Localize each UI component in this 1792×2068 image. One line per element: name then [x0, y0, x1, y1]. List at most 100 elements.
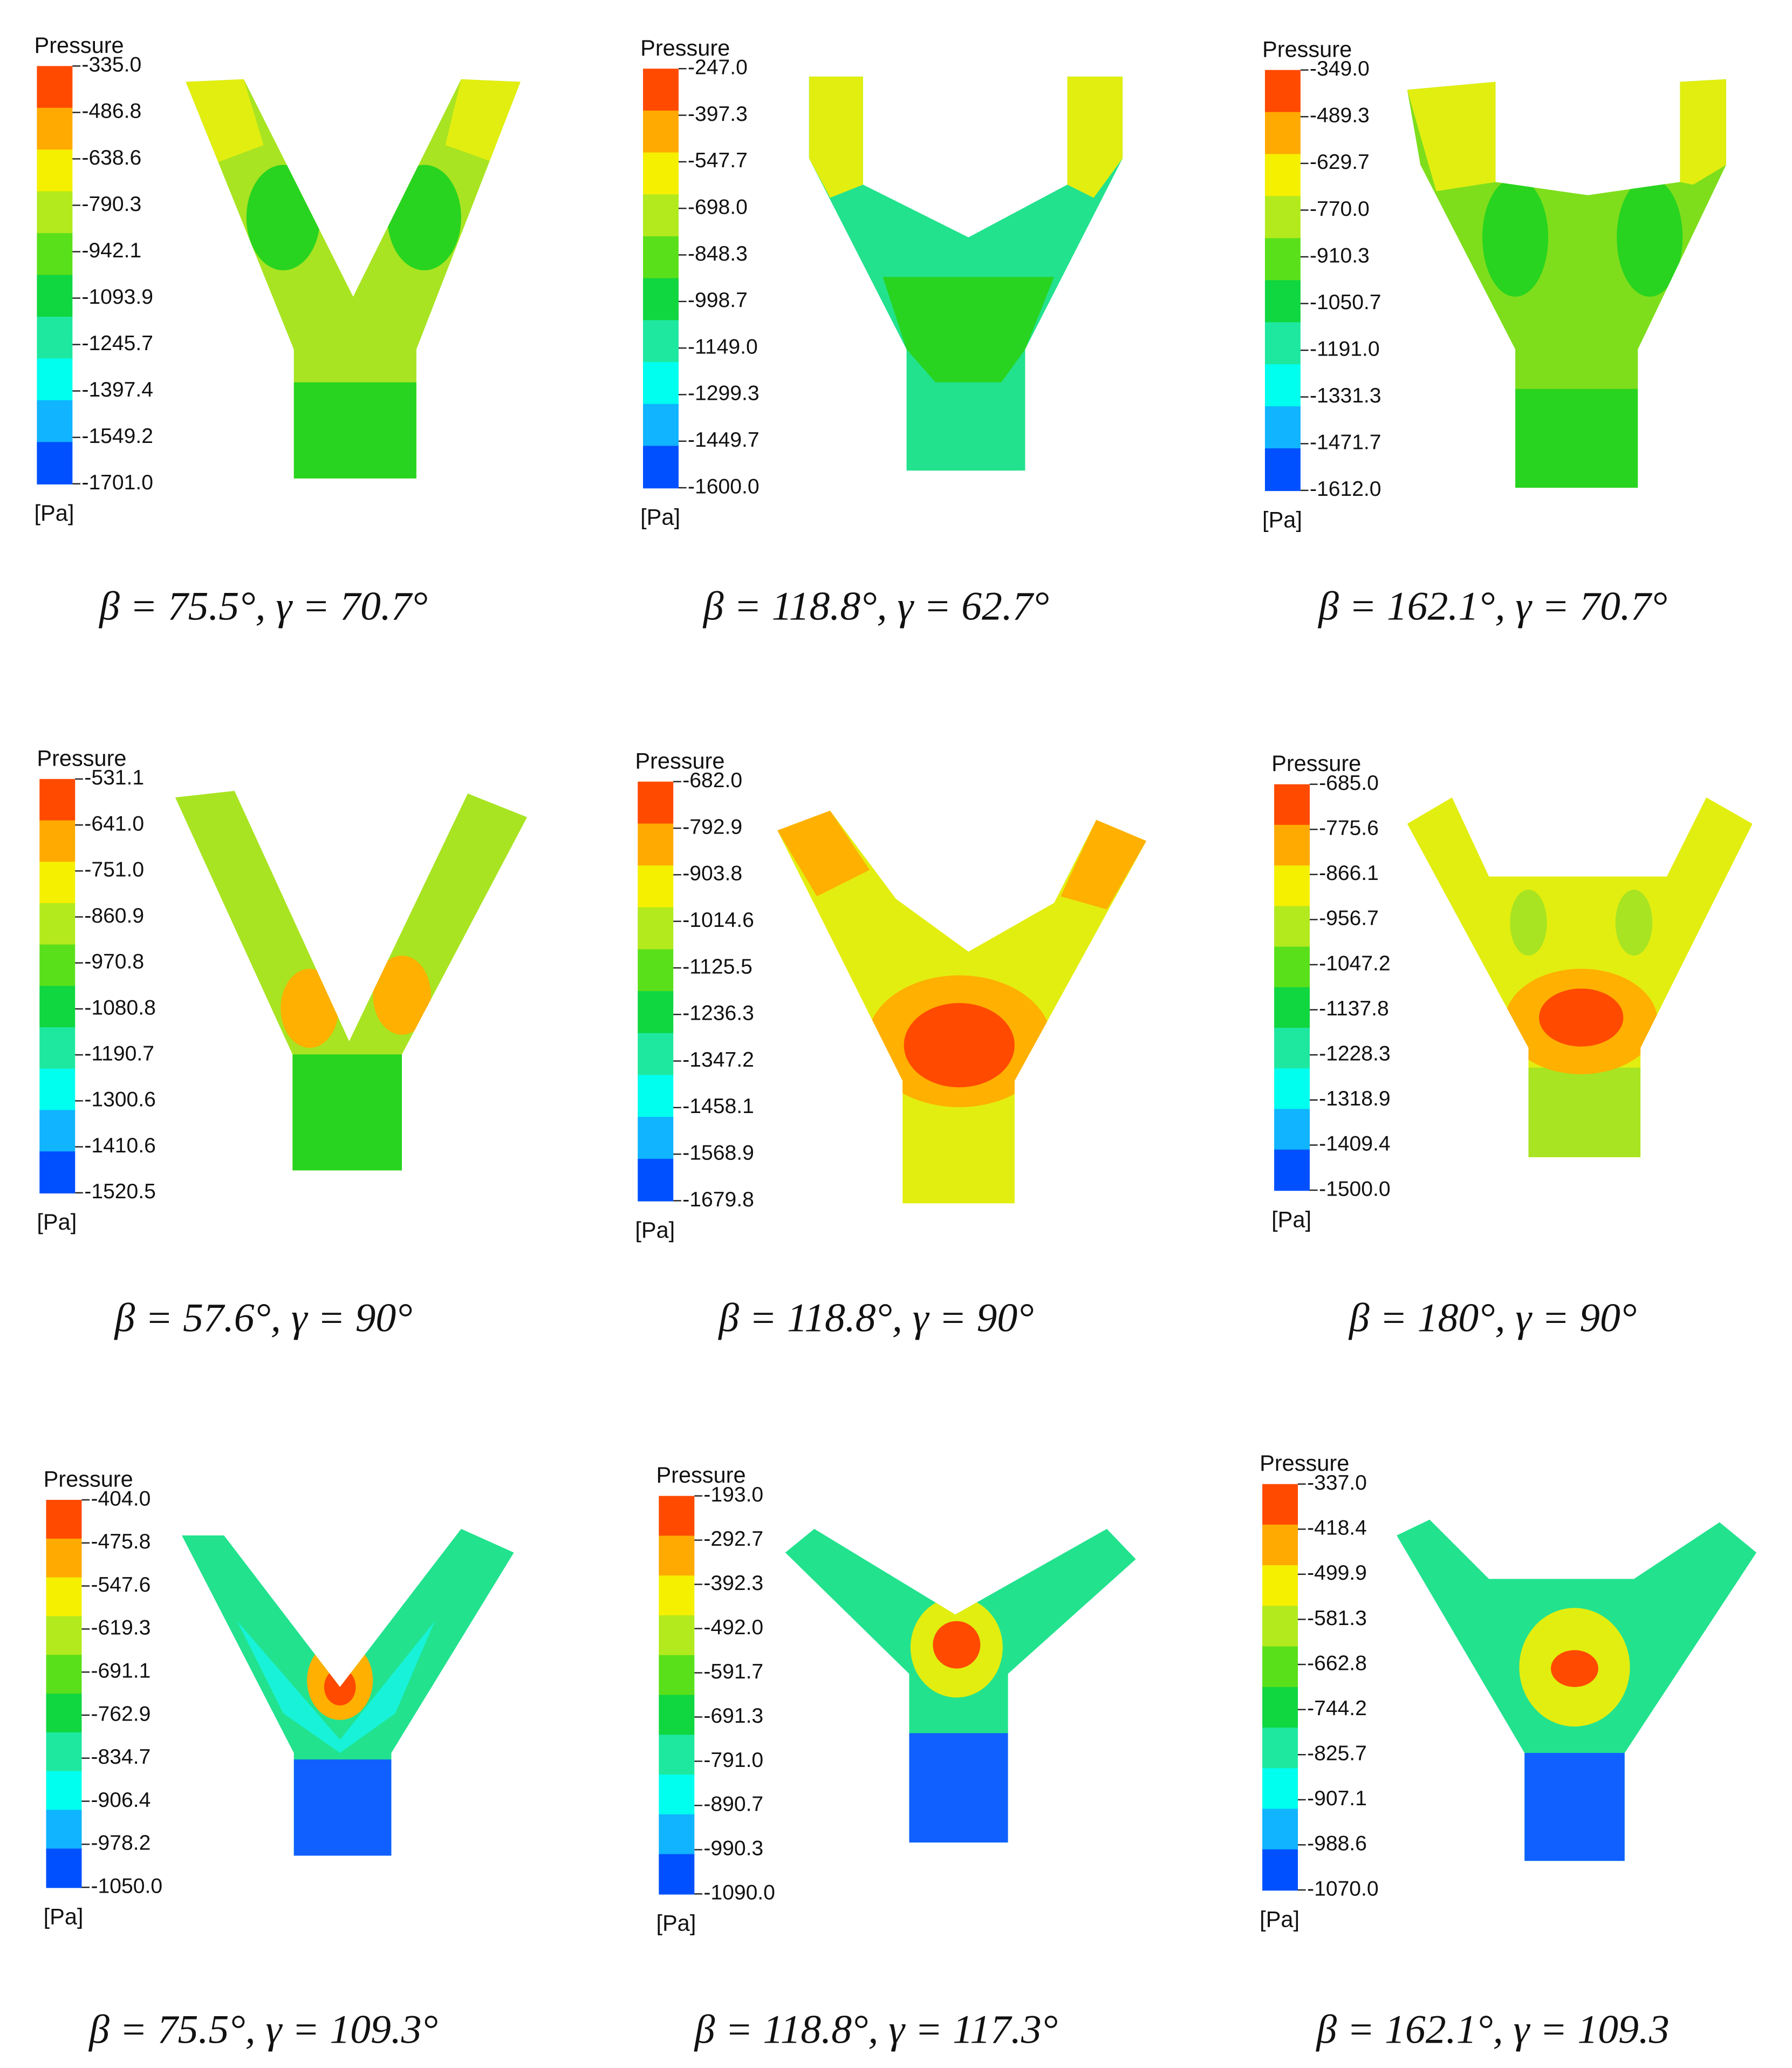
contour-region — [809, 76, 1123, 471]
legend-band — [39, 1027, 76, 1069]
legend-label: -978.2 — [91, 1832, 151, 1855]
contour-group — [1519, 1608, 1630, 1861]
legend-band — [1274, 1028, 1310, 1069]
legend-band — [37, 66, 73, 109]
legend-label: -475.8 — [91, 1530, 151, 1553]
legend-label: -998.7 — [688, 289, 748, 312]
legend-band — [643, 361, 679, 405]
legend-label: -698.0 — [688, 196, 748, 219]
contour-group — [1407, 79, 1726, 488]
legend-label: -1137.8 — [1319, 997, 1389, 1020]
panel: Pressure-404.0 -475.8 -547.6 -619.3 -691.1 -7… — [44, 1466, 514, 2052]
legend-label: -1568.9 — [682, 1142, 754, 1165]
caption: β = 57.6°, γ = 90° — [113, 1295, 412, 1340]
contour-region — [292, 1054, 402, 1171]
legend-label: -193.0 — [703, 1483, 763, 1506]
legend-band — [638, 781, 674, 824]
legend-label: -1228.3 — [1319, 1042, 1391, 1066]
contour-region — [1524, 1752, 1625, 1861]
legend-label: -834.7 — [91, 1745, 151, 1769]
legend-band — [659, 1695, 695, 1736]
legend-band — [1274, 784, 1310, 826]
legend-band — [46, 1655, 82, 1695]
legend-label: -990.3 — [703, 1837, 763, 1860]
contour-region — [1539, 988, 1624, 1047]
contour-region — [1550, 1650, 1598, 1687]
legend-band — [39, 944, 76, 987]
legend-label: -682.0 — [682, 769, 742, 792]
legend-label: -988.6 — [1307, 1832, 1367, 1855]
legend-label: -547.7 — [688, 149, 748, 172]
legend-label: -762.9 — [91, 1702, 151, 1725]
contour-region — [809, 76, 863, 198]
legend-band — [46, 1732, 82, 1772]
legend-label: -1471.7 — [1310, 431, 1381, 454]
contour-region — [909, 1733, 1008, 1843]
legend-band — [1262, 1808, 1298, 1850]
legend-label: -335.0 — [81, 53, 141, 77]
legend-band — [1262, 1524, 1298, 1566]
contour-group — [186, 79, 521, 479]
legend-label: -492.0 — [703, 1616, 763, 1639]
legend-label: -629.7 — [1310, 151, 1370, 174]
legend-band — [638, 1158, 674, 1202]
legend-label: -1080.8 — [84, 996, 156, 1019]
legend-band — [659, 1655, 695, 1696]
contour-region — [883, 277, 1055, 383]
legend-title: Pressure — [44, 1466, 133, 1492]
caption: β = 162.1°, γ = 109.3 — [1315, 2007, 1669, 2052]
legend-label: -349.0 — [1310, 57, 1370, 80]
legend-band — [659, 1575, 695, 1616]
legend-label: -1090.0 — [703, 1881, 775, 1905]
legend-label: -531.1 — [84, 766, 144, 789]
legend-band — [638, 823, 674, 866]
legend-label: -641.0 — [84, 812, 144, 835]
legend-unit: [Pa] — [1271, 1206, 1311, 1232]
legend-label: -1014.6 — [682, 909, 754, 932]
legend-label: -1047.2 — [1319, 952, 1391, 975]
legend-band — [1262, 1646, 1298, 1688]
legend-label: -1245.7 — [81, 332, 153, 355]
legend-label: -792.9 — [682, 815, 742, 838]
legend-label: -1520.5 — [84, 1180, 156, 1203]
legend-band — [37, 275, 73, 318]
legend-label: -1190.7 — [84, 1042, 154, 1066]
legend-title: Pressure — [37, 745, 126, 770]
legend-label: -970.8 — [84, 950, 144, 973]
legend-unit: [Pa] — [640, 504, 680, 529]
panel: Pressure-247.0 -397.3 -547.7 -698.0 -848.3 -9… — [640, 35, 1123, 629]
legend-band — [643, 404, 679, 447]
legend-label: -956.7 — [1319, 907, 1379, 930]
legend-band — [643, 69, 679, 112]
contour-group — [281, 955, 431, 1171]
contour-region — [387, 165, 461, 270]
legend-band — [37, 358, 73, 401]
legend-band — [39, 862, 76, 904]
legend-label: -866.1 — [1319, 862, 1379, 885]
legend-label: -1050.0 — [91, 1874, 163, 1898]
contour-region — [1528, 1067, 1641, 1157]
legend-label: -942.1 — [81, 239, 141, 262]
contour-region — [246, 165, 320, 270]
contour-region — [1407, 81, 1496, 192]
legend-label: -825.7 — [1307, 1742, 1367, 1765]
legend-label: -691.3 — [703, 1704, 763, 1728]
legend-label: -775.6 — [1319, 817, 1379, 840]
contour-region — [324, 1668, 356, 1706]
legend-label: -1679.8 — [682, 1188, 754, 1211]
legend-band — [659, 1735, 695, 1776]
legend-title: Pressure — [1262, 36, 1352, 62]
legend-band — [643, 446, 679, 489]
contour-region — [293, 382, 416, 479]
legend-title: Pressure — [1260, 1450, 1349, 1476]
legend-label: -547.6 — [91, 1573, 151, 1596]
legend-label: -1549.2 — [81, 425, 153, 448]
legend-band — [1274, 906, 1310, 947]
contour-region — [1061, 820, 1147, 910]
legend-title: Pressure — [1271, 750, 1361, 776]
legend-label: -770.0 — [1310, 197, 1370, 221]
contour-group — [1504, 890, 1658, 1157]
legend-band — [39, 820, 76, 863]
legend-band — [659, 1615, 695, 1656]
